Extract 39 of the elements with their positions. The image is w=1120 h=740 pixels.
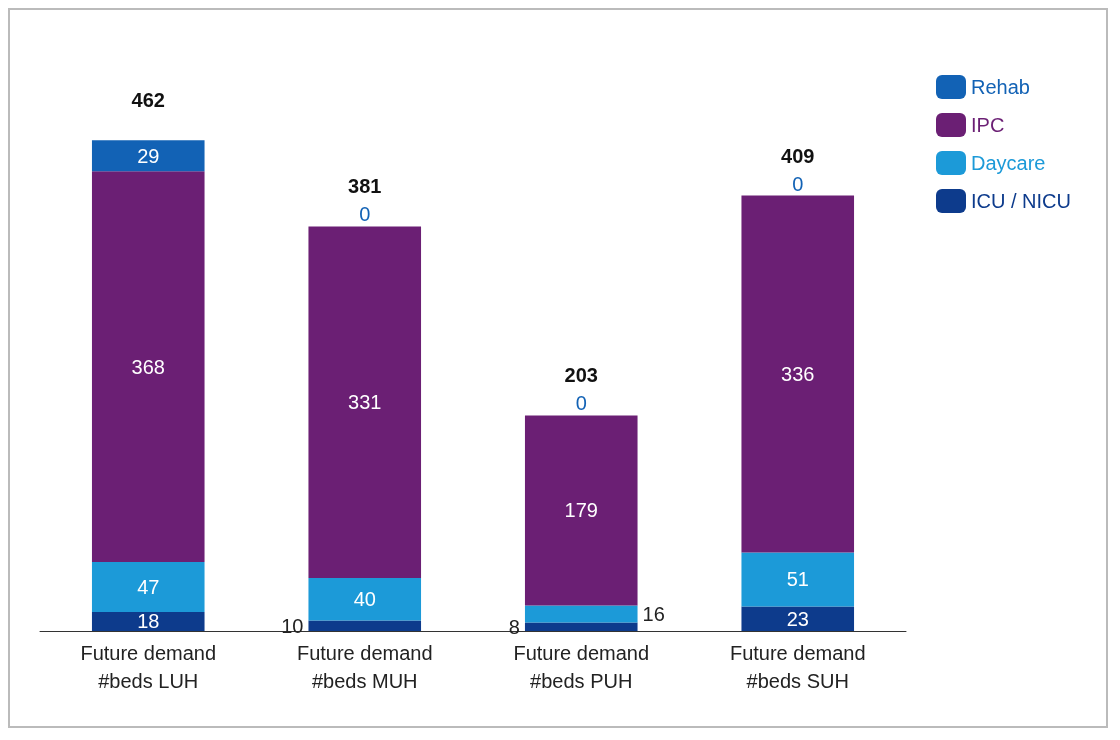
data-label: 0 xyxy=(575,392,587,415)
total-label: 409 xyxy=(781,144,815,167)
data-label: 23 xyxy=(786,607,809,630)
data-label: 331 xyxy=(348,391,382,414)
data-label: 368 xyxy=(131,355,165,378)
bar xyxy=(524,622,638,631)
bar xyxy=(524,605,638,623)
legend-label: IPC xyxy=(971,114,1005,136)
data-label: 40 xyxy=(353,588,376,611)
data-label: 0 xyxy=(359,203,371,226)
data-label: 0 xyxy=(792,172,804,195)
bar xyxy=(91,171,205,562)
x-tick-label: Future demand #beds SUH xyxy=(729,642,866,692)
data-label: 51 xyxy=(786,568,809,591)
data-label: 47 xyxy=(137,575,160,598)
legend-label: Rehab xyxy=(971,76,1030,98)
total-label: 462 xyxy=(131,89,165,112)
bar xyxy=(308,620,422,631)
data-label: 16 xyxy=(642,603,665,626)
data-label: 29 xyxy=(137,144,160,167)
total-label: 203 xyxy=(564,364,598,387)
bar xyxy=(308,577,422,621)
bar xyxy=(741,606,855,631)
total-label: 381 xyxy=(348,175,382,198)
bar xyxy=(91,561,205,612)
data-label: 18 xyxy=(137,610,160,633)
bar xyxy=(91,140,205,172)
bar xyxy=(308,226,422,578)
x-tick-label: Future demand #beds LUH xyxy=(80,642,217,692)
x-tick-label: Future demand #beds MUH xyxy=(296,642,433,692)
x-tick-label: Future demand #beds PUH xyxy=(513,642,650,692)
data-label: 336 xyxy=(781,363,815,385)
data-label: 179 xyxy=(564,499,598,522)
bar xyxy=(741,552,855,607)
bar xyxy=(91,611,205,631)
bar xyxy=(741,195,855,553)
bar xyxy=(524,415,638,606)
legend-label: ICU / NICU xyxy=(971,190,1071,212)
legend-label: Daycare xyxy=(971,152,1046,174)
